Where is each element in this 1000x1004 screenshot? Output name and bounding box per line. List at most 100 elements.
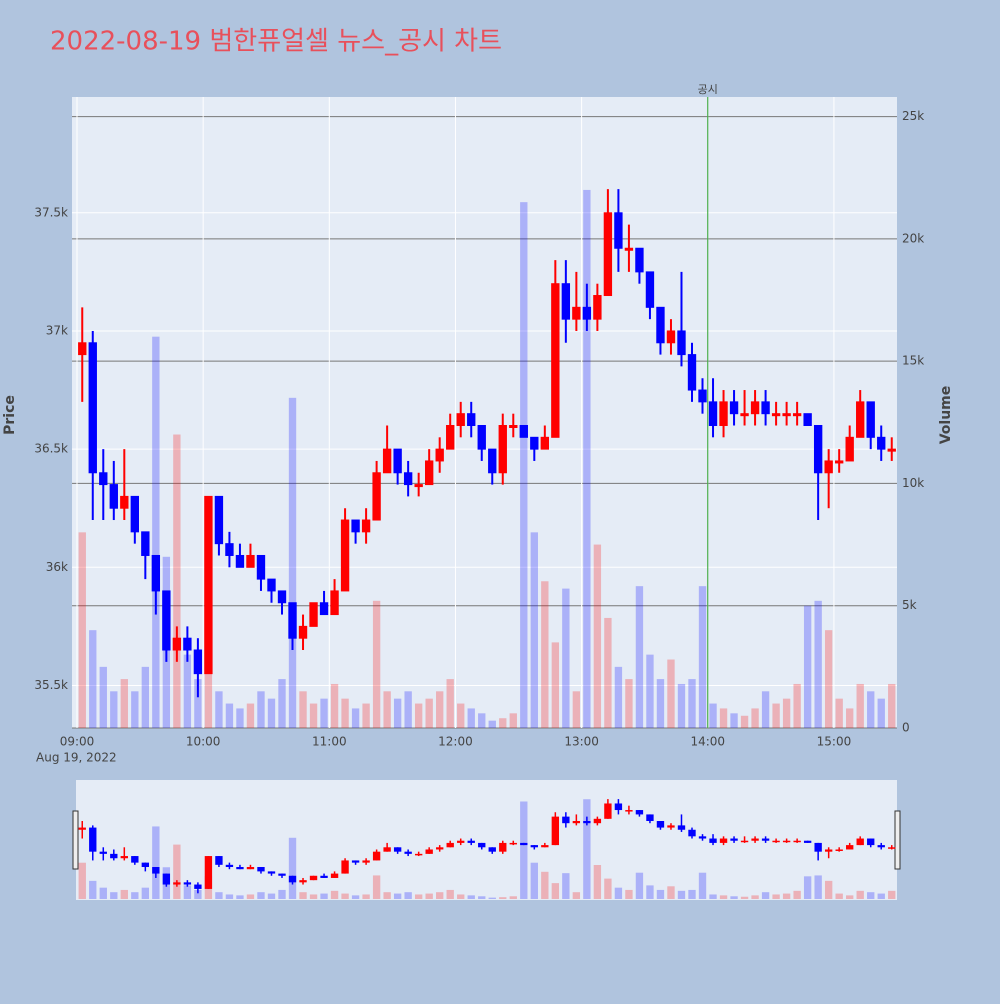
plot-area — [72, 97, 897, 728]
slider-volume-bar — [436, 892, 444, 899]
slider-volume-bar — [604, 878, 612, 899]
x-tick-label: 09:00 — [60, 735, 95, 749]
chart-title: 2022-08-19 범한퓨얼셀 뉴스_공시 차트 — [50, 27, 502, 57]
slider-volume-bar — [520, 801, 528, 899]
slider-candle-body — [446, 842, 454, 848]
slider-volume-bar — [89, 880, 97, 899]
slider-candle-body — [541, 845, 549, 848]
slider-candle-body — [341, 860, 349, 874]
volume-bar — [572, 691, 581, 728]
candle-body — [866, 401, 875, 438]
slider-candle-body — [362, 860, 370, 863]
candle-body — [740, 413, 749, 417]
slider-candle-body — [614, 803, 623, 811]
slider-volume-bar — [782, 893, 791, 899]
volume-bar — [772, 703, 780, 728]
slider-volume-bar — [414, 894, 423, 899]
candle-body — [782, 413, 791, 417]
slider-volume-bar — [225, 894, 234, 899]
candle-body — [403, 472, 413, 486]
slider-volume-bar — [141, 887, 150, 899]
range-handle[interactable] — [894, 810, 901, 870]
volume-bar — [803, 605, 812, 728]
candle-body — [246, 554, 255, 568]
slider-volume-bar — [372, 875, 381, 899]
slider-volume-bar — [362, 894, 370, 899]
slider-volume-bar — [877, 893, 885, 899]
slider-volume-bar — [583, 799, 591, 899]
slider-candle-body — [751, 838, 759, 841]
slider-candle-body — [835, 849, 843, 851]
slider-volume-bar — [698, 872, 707, 899]
slider-candle-body — [509, 842, 517, 845]
slider-volume-bar — [688, 889, 696, 899]
slider-volume-bar — [446, 889, 454, 899]
candle-body — [719, 401, 728, 426]
slider-volume-bar — [635, 872, 644, 899]
slider-volume-bar — [772, 894, 780, 899]
slider-candle-body — [152, 867, 160, 874]
slider-volume-bar — [152, 826, 160, 899]
candle-body — [151, 554, 161, 592]
candle-body — [677, 330, 686, 356]
candle-body — [856, 401, 865, 438]
volume-bar — [614, 666, 623, 728]
candle-body — [204, 495, 213, 675]
candle-body — [750, 401, 760, 415]
slider-candle-body — [225, 864, 234, 868]
slider-volume-bar — [341, 893, 349, 899]
slider-candle-body — [330, 873, 339, 878]
y2-tick-label: 25k — [902, 109, 924, 123]
slider-candle-body — [877, 845, 885, 848]
slider-volume-bar — [173, 844, 181, 899]
volume-bar — [751, 708, 759, 728]
volume-bar — [141, 666, 150, 728]
volume-bar — [457, 703, 465, 728]
slider-candle-body — [793, 840, 801, 843]
candle-body — [540, 436, 550, 450]
slider-volume-bar — [320, 893, 328, 899]
candle-body — [687, 354, 697, 391]
y-tick-label: 36k — [46, 560, 68, 574]
slider-volume-bar — [593, 864, 602, 899]
slider-volume-bar — [856, 890, 864, 899]
x-tick-label: 13:00 — [564, 735, 599, 749]
volume-bar — [793, 683, 801, 728]
volume-bar — [330, 683, 339, 728]
candle-body — [467, 413, 476, 426]
candle-body — [698, 389, 707, 403]
slider-candle-body — [719, 838, 728, 843]
x-tick-label: 11:00 — [312, 735, 347, 749]
range-handle[interactable] — [72, 810, 79, 870]
slider-volume-bar — [131, 892, 139, 899]
slider-volume-bar — [751, 895, 759, 899]
volume-bar — [835, 698, 843, 728]
slider-candle-body — [215, 856, 223, 865]
volume-bar — [709, 703, 717, 728]
slider-volume-bar — [110, 892, 118, 899]
candle-body — [319, 602, 329, 616]
x-tick-label: 10:00 — [186, 735, 221, 749]
slider-candle-body — [656, 821, 665, 828]
candle-body — [813, 424, 823, 474]
volume-bar — [814, 600, 822, 728]
slider-candle-body — [236, 867, 244, 870]
slider-candle-body — [604, 803, 612, 819]
volume-bar — [509, 713, 517, 728]
slider-candle-body — [162, 873, 171, 885]
slider-candle-body — [467, 840, 475, 843]
y-tick-label: 37k — [46, 323, 68, 337]
volume-bar — [383, 691, 391, 728]
candle-body — [214, 495, 224, 545]
slider-candle-body — [404, 851, 412, 854]
slider-volume-bar — [572, 892, 581, 899]
y2-axis-title: Volume — [938, 386, 954, 445]
y2-tick-label: 15k — [902, 354, 924, 368]
volume-bar — [309, 703, 318, 728]
candle-body — [456, 413, 465, 426]
candle-body — [645, 271, 655, 308]
candle-body — [351, 519, 360, 533]
volume-bar — [719, 708, 728, 728]
candle-body — [414, 484, 423, 488]
